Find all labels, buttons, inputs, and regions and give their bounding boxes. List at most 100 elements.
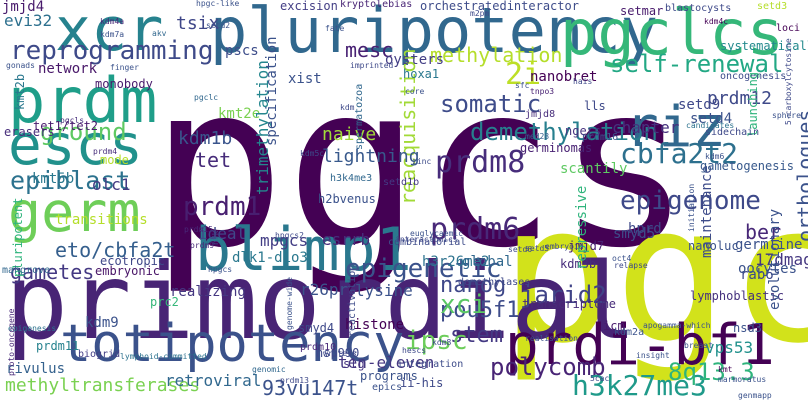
cloud-word: prdm8: [435, 145, 526, 180]
cloud-word: genmapp: [738, 391, 772, 400]
cloud-word: epigenome: [620, 186, 761, 216]
cloud-word: integration: [397, 359, 464, 370]
cloud-word: marmoratus: [718, 375, 767, 384]
cloud-word: dlk1-dio3: [232, 250, 308, 266]
cloud-word: pgcs: [150, 36, 692, 298]
cloud-word: mpgcs: [260, 231, 309, 250]
cloud-word: hsp990: [316, 346, 360, 360]
cloud-word: kmt5b: [32, 171, 75, 187]
cloud-word: insight: [636, 351, 670, 360]
cloud-word: gametogenesis: [700, 159, 794, 173]
cloud-word: biogrid: [78, 349, 121, 360]
cloud-word: euglycaemic: [410, 229, 463, 238]
cloud-word: pscs: [225, 43, 259, 59]
cloud-word: self-renewal: [610, 50, 784, 78]
cloud-word: prdm10: [300, 342, 337, 353]
cloud-word: vps53: [705, 338, 754, 357]
cloud-word: germline: [735, 237, 803, 253]
cloud-word: pgclc: [194, 93, 219, 102]
cloud-word: erasers: [4, 125, 55, 139]
cloud-word: 93vu147t: [262, 376, 359, 400]
cloud-word: kmt2b: [13, 73, 27, 110]
cloud-word: riz: [625, 95, 727, 160]
cloud-word: methyltransferases: [5, 375, 201, 396]
cloud-word: orchestratedinteractor: [420, 0, 579, 13]
cloud-word: fate: [325, 24, 345, 33]
cloud-word: gonads: [6, 61, 35, 70]
cloud-word: kmt2e: [218, 106, 261, 122]
cloud-word: specification: [264, 36, 280, 146]
cloud-word: scantily: [560, 161, 628, 177]
cloud-word: initiation: [687, 183, 696, 232]
cloud-word: setmar: [620, 4, 664, 18]
cloud-word: relapse: [614, 261, 648, 270]
cloud-word: apogamma-which: [643, 321, 711, 330]
cloud-word: kdm4c: [704, 17, 729, 26]
cloud-word: kdm8: [432, 338, 452, 347]
cloud-word: stem: [450, 323, 503, 348]
cloud-word: tet: [195, 148, 232, 172]
cloud-word: setd5: [525, 244, 550, 253]
cloud-word: 8q13.3: [668, 358, 755, 386]
cloud-word: polycomb: [490, 353, 606, 381]
cloud-word: prc2: [150, 295, 179, 309]
cloud-word: retroviral: [165, 371, 262, 390]
cloud-word: zinc: [412, 157, 432, 166]
cloud-word: prdi-bf1: [505, 313, 775, 378]
cloud-word: kdm3b: [560, 257, 597, 271]
cloud-word: ber: [745, 220, 782, 244]
cloud-word: oysters: [385, 52, 445, 68]
cloud-word: sphere: [772, 111, 801, 120]
cloud-word: 17dmag: [755, 250, 808, 269]
cloud-word: hpgcs: [208, 265, 233, 274]
cloud-word: mesc: [345, 38, 394, 62]
cloud-word: xist: [288, 71, 322, 87]
cloud-word: setd9: [678, 97, 721, 113]
cloud-word: prdm1: [183, 192, 262, 222]
cloud-word: escs: [8, 113, 143, 178]
cloud-word: germ: [8, 180, 141, 244]
cloud-word: rab6: [740, 267, 774, 283]
cloud-word: kmt: [718, 365, 733, 374]
cloud-word: pou5f1: [440, 298, 520, 323]
cloud-word: oct4: [612, 254, 632, 263]
cloud-word: kryptolebias: [340, 0, 413, 10]
cloud-word: smyd5: [613, 226, 656, 242]
cloud-word: h3k4me3: [330, 173, 373, 184]
cloud-word: kdm6: [705, 152, 725, 161]
cloud-word: somatic: [440, 90, 542, 118]
cloud-word: ten-eleven: [338, 353, 435, 372]
cloud-word: setd3: [757, 1, 788, 12]
cloud-word: kdm1b: [178, 128, 233, 149]
cloud-word: demethylases: [458, 277, 531, 288]
cloud-word: hprd: [628, 221, 662, 237]
cloud-word: kdm7a: [100, 30, 125, 39]
cloud-word: nanobret: [530, 69, 598, 85]
cloud-word: prdm13: [280, 376, 309, 385]
cloud-word: blastocysts: [665, 3, 732, 14]
cloud-word: hpgcs2: [275, 231, 304, 240]
cloud-word: h3k27me3: [572, 369, 707, 402]
cloud-word: genomic: [252, 365, 286, 374]
cloud-word: jmjd4: [2, 0, 45, 15]
cloud-word: 2i: [505, 57, 542, 92]
cloud-word: rivulus: [6, 361, 66, 377]
cloud-word: oocytes: [738, 261, 798, 277]
cloud-word: kdm9: [85, 315, 119, 331]
cloud-word: nanoluc: [688, 239, 739, 253]
cloud-word: combinatorial: [388, 237, 467, 248]
cloud-word: setd6: [508, 245, 533, 254]
cloud-word: ipsc: [405, 326, 468, 356]
cloud-word: lymphoid-committed: [120, 352, 207, 361]
cloud-word: reactivation: [347, 264, 358, 337]
cloud-word: 5cac: [590, 374, 610, 383]
cloud-word: embryonic: [95, 264, 161, 278]
cloud-word: icm: [603, 319, 625, 333]
cloud-word: mahgrove: [2, 265, 51, 276]
cloud-word: med28: [525, 132, 550, 141]
cloud-word: h2bvenus: [318, 192, 376, 206]
cloud-word: kdm4a: [100, 17, 125, 26]
cloud-word: imprinted: [350, 61, 394, 70]
cloud-word: hpgc-like: [196, 0, 240, 8]
